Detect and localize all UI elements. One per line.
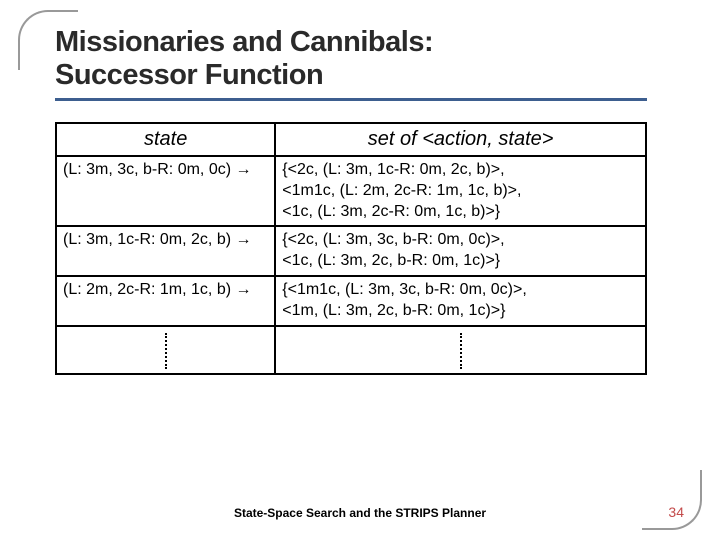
header-set: set of <action, state> — [275, 123, 646, 156]
cell-state: (L: 2m, 2c-R: 1m, 1c, b) → — [56, 276, 275, 326]
vertical-dots-icon — [460, 333, 462, 369]
corner-decoration-br — [642, 470, 702, 530]
title-line-2: Successor Function — [55, 59, 323, 91]
vertical-dots-icon — [165, 333, 167, 369]
cell-state: (L: 3m, 1c-R: 0m, 2c, b) → — [56, 226, 275, 276]
cell-set: {<2c, (L: 3m, 1c-R: 0m, 2c, b)>, <1m1c, … — [275, 156, 646, 226]
ellipsis-cell — [275, 326, 646, 374]
cell-set: {<2c, (L: 3m, 3c, b-R: 0m, 0c)>, <1c, (L… — [275, 226, 646, 276]
successor-table: state set of <action, state> (L: 3m, 3c,… — [55, 122, 647, 375]
slide-footer: State-Space Search and the STRIPS Planne… — [0, 506, 720, 520]
title-underline — [55, 98, 647, 101]
header-state: state — [56, 123, 275, 156]
cell-state: (L: 3m, 3c, b-R: 0m, 0c) → — [56, 156, 275, 226]
table-row: (L: 3m, 1c-R: 0m, 2c, b) → {<2c, (L: 3m,… — [56, 226, 646, 276]
title-line-1: Missionaries and Cannibals: — [55, 26, 433, 58]
cell-set: {<1m1c, (L: 3m, 3c, b-R: 0m, 0c)>, <1m, … — [275, 276, 646, 326]
ellipsis-cell — [56, 326, 275, 374]
table-row: (L: 3m, 3c, b-R: 0m, 0c) → {<2c, (L: 3m,… — [56, 156, 646, 226]
page-number: 34 — [668, 504, 684, 520]
table-row-ellipsis — [56, 326, 646, 374]
table-row: (L: 2m, 2c-R: 1m, 1c, b) → {<1m1c, (L: 3… — [56, 276, 646, 326]
slide-title: Missionaries and Cannibals: Successor Fu… — [55, 26, 433, 93]
